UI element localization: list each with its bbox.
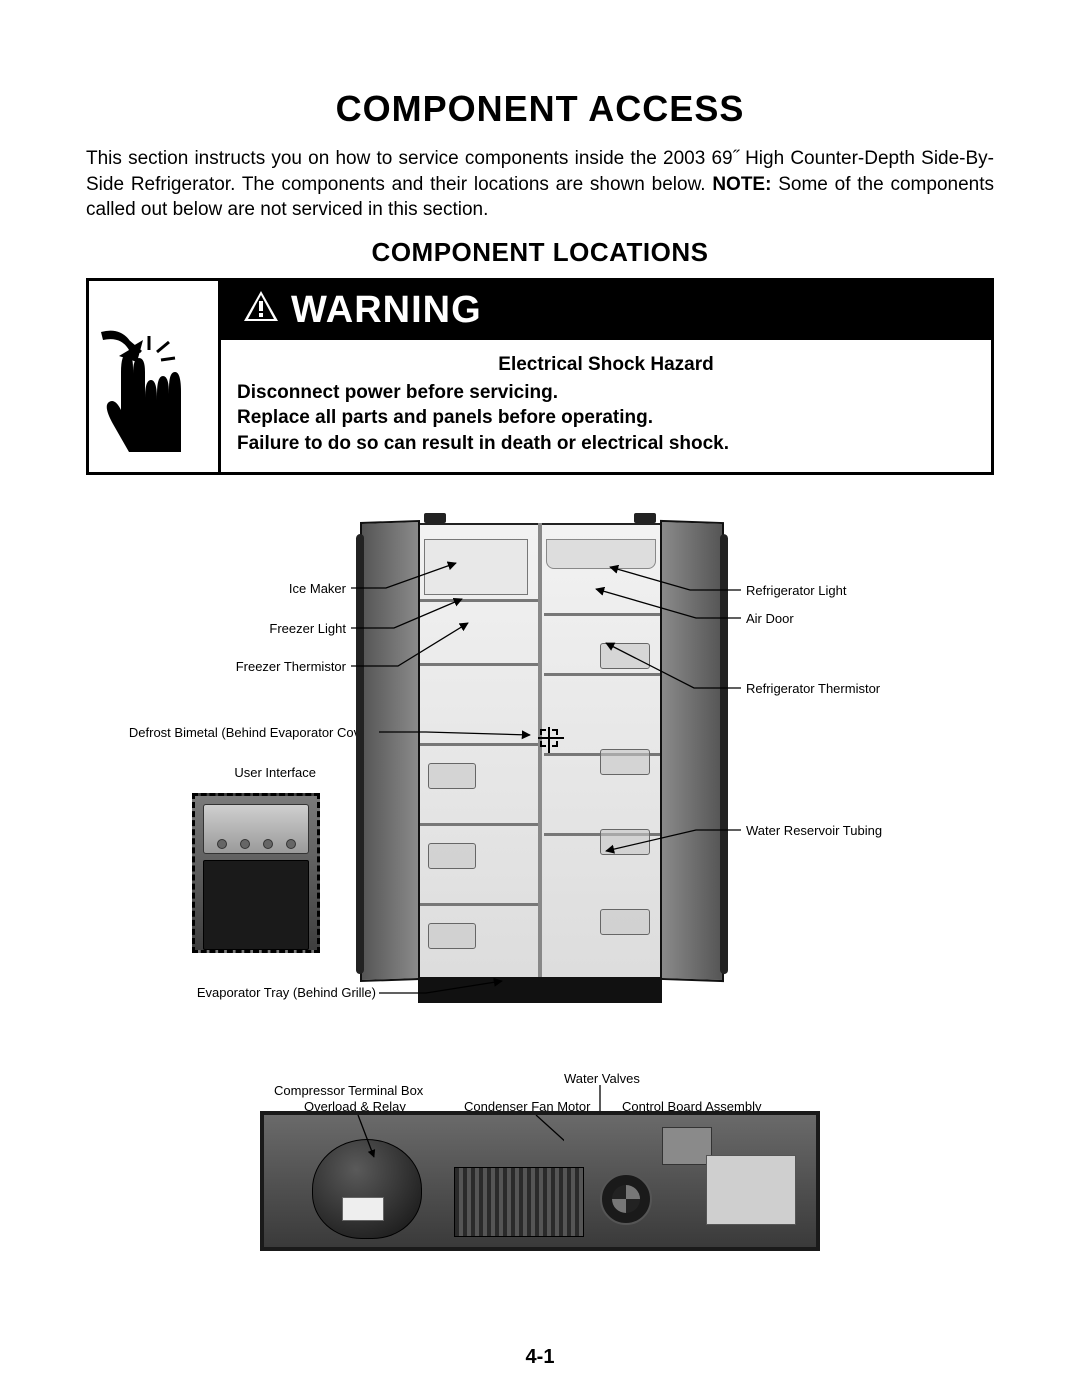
label-evap-tray: Evaporator Tray (Behind Grille)	[86, 985, 376, 1000]
warning-bar-text: WARNING	[291, 289, 482, 332]
label-freezer-light: Freezer Light	[86, 621, 346, 636]
label-user-interface: User Interface	[86, 765, 316, 780]
warning-line-2: Replace all parts and panels before oper…	[237, 405, 975, 431]
label-water-reservoir: Water Reservoir Tubing	[746, 823, 882, 838]
warning-bar: WARNING	[221, 281, 991, 340]
label-refrigerator-light: Refrigerator Light	[746, 583, 846, 598]
label-ice-maker: Ice Maker	[86, 581, 346, 596]
fridge-diagram: Ice Maker Freezer Light Freezer Thermist…	[86, 503, 994, 1063]
label-freezer-thermistor: Freezer Thermistor	[86, 659, 346, 674]
control-board	[706, 1155, 796, 1225]
page-number: 4-1	[0, 1346, 1080, 1369]
label-defrost-bimetal: Defrost Bimetal (Behind Evaporator Cover…	[56, 725, 376, 740]
page-title: COMPONENT ACCESS	[86, 88, 994, 130]
dispenser-control-panel	[203, 804, 309, 854]
mechanical-panel	[260, 1111, 820, 1251]
intro-note-label: NOTE:	[712, 174, 771, 195]
mechanical-compartment-diagram: Compressor Terminal Box Overload & Relay…	[86, 1065, 994, 1255]
label-refrigerator-thermistor: Refrigerator Thermistor	[746, 681, 880, 696]
intro-paragraph: This section instructs you on how to ser…	[86, 146, 994, 223]
label-air-door: Air Door	[746, 611, 794, 626]
condenser-fan	[600, 1173, 652, 1225]
refrigerator-illustration	[350, 503, 730, 1003]
dispenser-cavity	[203, 860, 309, 950]
warning-triangle-icon	[243, 289, 279, 332]
warning-hazard-title: Electrical Shock Hazard	[237, 352, 975, 378]
warning-box: WARNING Electrical Shock Hazard Disconne…	[86, 278, 994, 476]
center-target-icon	[540, 729, 558, 747]
water-valves	[662, 1127, 712, 1165]
user-interface-inset	[192, 793, 320, 953]
mech-leader-lines	[264, 1115, 564, 1251]
warning-body: Electrical Shock Hazard Disconnect power…	[221, 340, 991, 473]
warning-line-1: Disconnect power before servicing.	[237, 380, 975, 406]
warning-line-3: Failure to do so can result in death or …	[237, 431, 975, 457]
shock-hazard-icon	[89, 281, 221, 473]
component-locations-heading: COMPONENT LOCATIONS	[86, 237, 994, 268]
